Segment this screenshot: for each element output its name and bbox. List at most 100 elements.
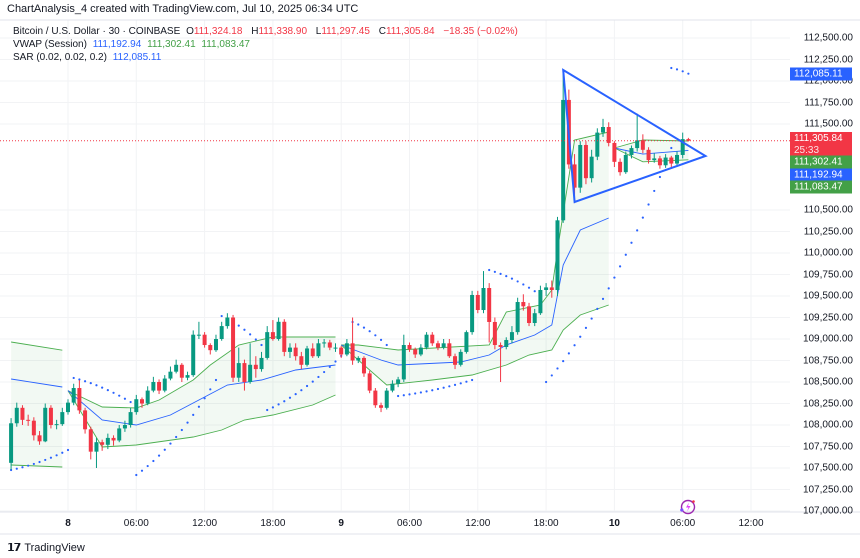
candle [561, 69, 566, 223]
candle-body [282, 321, 287, 352]
candle [430, 332, 435, 346]
candle-body [515, 302, 520, 333]
candle-body [344, 343, 349, 355]
sar-dot [220, 314, 223, 318]
vwap-label[interactable]: VWAP (Session) [13, 39, 87, 50]
candle-body [134, 399, 139, 413]
sar-dot [15, 467, 18, 470]
tradingview-logo-text: TradingView [24, 541, 85, 554]
candle-body [20, 407, 25, 420]
sar-dot [305, 384, 309, 388]
candle-body [361, 357, 366, 374]
sar-dot [32, 462, 35, 466]
sar-dot [675, 68, 679, 71]
candle-body [657, 158, 662, 166]
candle [168, 366, 173, 381]
price-axis-label: 107,250.00 [802, 484, 853, 495]
candle-body [629, 148, 634, 155]
candle-body [509, 332, 514, 341]
candle [48, 405, 53, 429]
vwap-band-fill [614, 140, 689, 162]
candle-body [635, 140, 640, 149]
price-axis-label: 107,500.00 [802, 462, 853, 474]
candle-body [544, 287, 549, 290]
sar-dot [436, 387, 440, 391]
price-axis-label: 109,500.00 [802, 290, 853, 302]
candle [435, 340, 440, 351]
candle-body [686, 139, 691, 141]
candle [356, 356, 361, 364]
sar-dot [408, 393, 411, 396]
sar-dot [152, 459, 155, 463]
sar-dot [334, 360, 337, 363]
sar-dot [442, 386, 445, 389]
candle-body [504, 340, 509, 347]
candle-body [572, 164, 577, 188]
candle-body [88, 429, 93, 452]
price-axis-label: 112,500.00 [803, 32, 853, 44]
symbol-row: Bitcoin / U.S. Dollar · 30 · COINBASE O1… [13, 25, 521, 38]
candle [527, 302, 532, 327]
candle [276, 317, 281, 341]
price-axis-label: 112,000.00 [803, 75, 853, 87]
sar-dot [283, 400, 286, 403]
sar-dot [186, 421, 189, 424]
candle [196, 321, 201, 339]
candle-body [379, 405, 384, 408]
candle-body [248, 364, 253, 382]
candle-body [675, 154, 680, 164]
sar-dot [55, 454, 58, 457]
tradingview-logo[interactable]: 𝟭𝟳 TradingView [7, 541, 85, 555]
candle-body [60, 412, 65, 425]
candle-body [435, 343, 440, 348]
candle [350, 317, 355, 365]
time-axis-label: 06:00 [396, 518, 423, 529]
sar-dot [129, 400, 132, 404]
candle [498, 342, 503, 382]
triangle-drawing[interactable] [0, 68, 790, 204]
candle [305, 345, 310, 367]
sar-dot [135, 473, 138, 477]
candle [515, 297, 520, 335]
candle-body [424, 334, 429, 348]
candle-body [157, 382, 162, 391]
candle-body [265, 332, 270, 358]
candle [652, 153, 657, 163]
candle [231, 314, 236, 382]
candle [367, 370, 372, 394]
symbol-name[interactable]: Bitcoin / U.S. Dollar · 30 · COINBASE [13, 26, 181, 37]
sar-label[interactable]: SAR (0.02, 0.02, 0.2) [13, 52, 107, 63]
candle-body [453, 356, 458, 365]
candle [128, 407, 133, 428]
candle [117, 425, 122, 443]
candle [464, 330, 469, 354]
price-axis-label: 111,500.00 [804, 118, 853, 130]
sar-dot [488, 268, 491, 272]
candle-body [601, 127, 606, 133]
candle-body [9, 423, 14, 463]
candle-body [492, 321, 497, 346]
candle [333, 343, 338, 352]
sar-value: 112,085.11 [112, 52, 162, 63]
candle [88, 426, 93, 460]
candle [31, 417, 36, 441]
price-axis-label: 108,250.00 [802, 398, 853, 409]
sar-dot [277, 403, 280, 406]
candle-body [373, 390, 378, 406]
price-axis-label: 108,500.00 [802, 376, 853, 388]
candle [481, 271, 486, 314]
sar-dot [146, 464, 149, 468]
candle-body [259, 357, 264, 370]
candle [43, 403, 48, 443]
sar-row: SAR (0.02, 0.02, 0.2) 112,085.11 [13, 51, 521, 64]
sar-dot [636, 229, 639, 232]
candle-body [43, 407, 48, 442]
candle [26, 414, 31, 426]
candle-body [475, 294, 480, 311]
price-axis-label: 109,000.00 [802, 333, 853, 345]
candle [293, 343, 298, 361]
candle [327, 339, 332, 351]
candle [390, 380, 395, 393]
lightning-badge-icon[interactable] [679, 498, 697, 516]
